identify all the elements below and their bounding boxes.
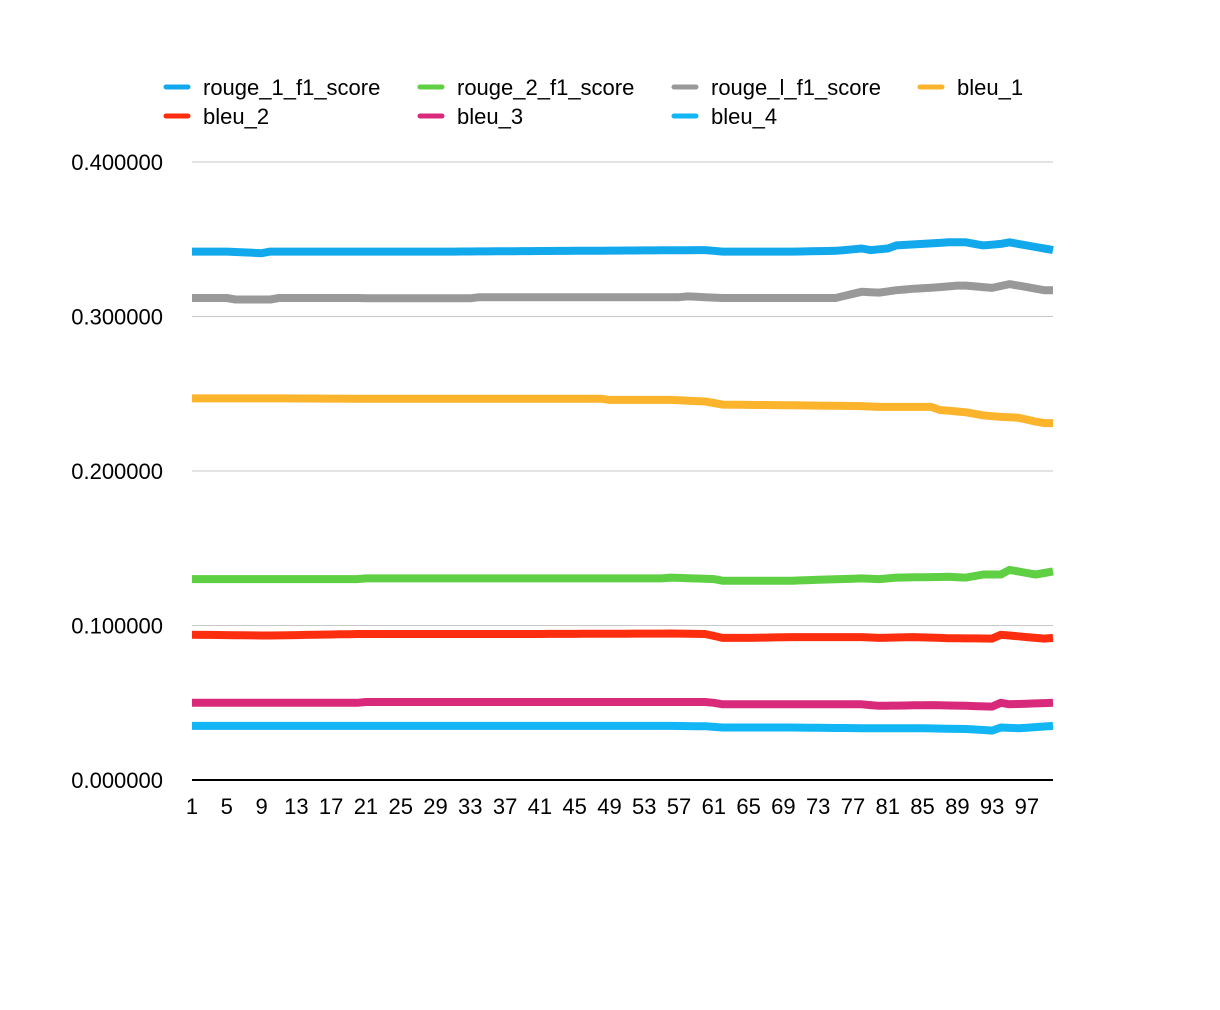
y-tick-label: 0.400000 bbox=[71, 150, 163, 175]
x-tick-label: 21 bbox=[354, 794, 378, 819]
legend: rouge_1_f1_score rouge_2_f1_score rouge_l_… bbox=[163, 75, 1023, 129]
series-line-bleu-1 bbox=[192, 394, 1053, 428]
x-tick-label: 17 bbox=[319, 794, 343, 819]
x-tick-label: 9 bbox=[255, 794, 267, 819]
x-tick-label: 89 bbox=[945, 794, 969, 819]
x-tick-label: 49 bbox=[597, 794, 621, 819]
x-tick-label: 85 bbox=[910, 794, 934, 819]
x-tick-label: 45 bbox=[562, 794, 586, 819]
x-tick-label: 81 bbox=[876, 794, 900, 819]
axes: 0.000000 0.100000 0.200000 0.300000 0.400000… bbox=[71, 150, 1053, 819]
x-tick-label: 73 bbox=[806, 794, 830, 819]
x-tick-label: 61 bbox=[702, 794, 726, 819]
series-line-bleu-4 bbox=[192, 721, 1054, 735]
gridlines bbox=[192, 161, 1053, 626]
x-tick-label: 65 bbox=[736, 794, 760, 819]
y-tick-label: 0.300000 bbox=[71, 305, 163, 330]
y-tick-label: 0.000000 bbox=[71, 768, 163, 793]
legend-label: rouge_l_f1_score bbox=[711, 75, 881, 100]
x-tick-label: 37 bbox=[493, 794, 517, 819]
series-line-rouge-1-f1-score bbox=[192, 238, 1054, 258]
legend-label: rouge_2_f1_score bbox=[457, 75, 634, 100]
x-tick-label: 13 bbox=[284, 794, 308, 819]
series-line-rouge-l-f1-score bbox=[192, 280, 1053, 304]
legend-label: bleu_2 bbox=[203, 104, 269, 129]
x-tick-label: 53 bbox=[632, 794, 656, 819]
x-tick-label: 93 bbox=[980, 794, 1004, 819]
y-tick-label: 0.200000 bbox=[71, 459, 163, 484]
series-lines bbox=[191, 238, 1054, 735]
legend-label: bleu_4 bbox=[711, 104, 777, 129]
x-tick-label: 69 bbox=[771, 794, 795, 819]
x-tick-label: 33 bbox=[458, 794, 482, 819]
x-tick-label: 57 bbox=[667, 794, 691, 819]
series-line-rouge-2-f1-score bbox=[192, 565, 1054, 585]
x-tick-label: 1 bbox=[186, 794, 198, 819]
legend-label: bleu_1 bbox=[957, 75, 1023, 100]
x-tick-label: 97 bbox=[1015, 794, 1039, 819]
series-line-bleu-3 bbox=[192, 698, 1054, 711]
y-tick-label: 0.100000 bbox=[71, 614, 163, 639]
x-tick-label: 5 bbox=[221, 794, 233, 819]
x-tick-label: 41 bbox=[528, 794, 552, 819]
legend-label: rouge_1_f1_score bbox=[203, 75, 380, 100]
legend-label: bleu_3 bbox=[457, 104, 523, 129]
x-tick-label: 25 bbox=[388, 794, 412, 819]
x-tick-label: 29 bbox=[423, 794, 447, 819]
series-line-bleu-2 bbox=[191, 629, 1054, 643]
x-tick-label: 77 bbox=[841, 794, 865, 819]
